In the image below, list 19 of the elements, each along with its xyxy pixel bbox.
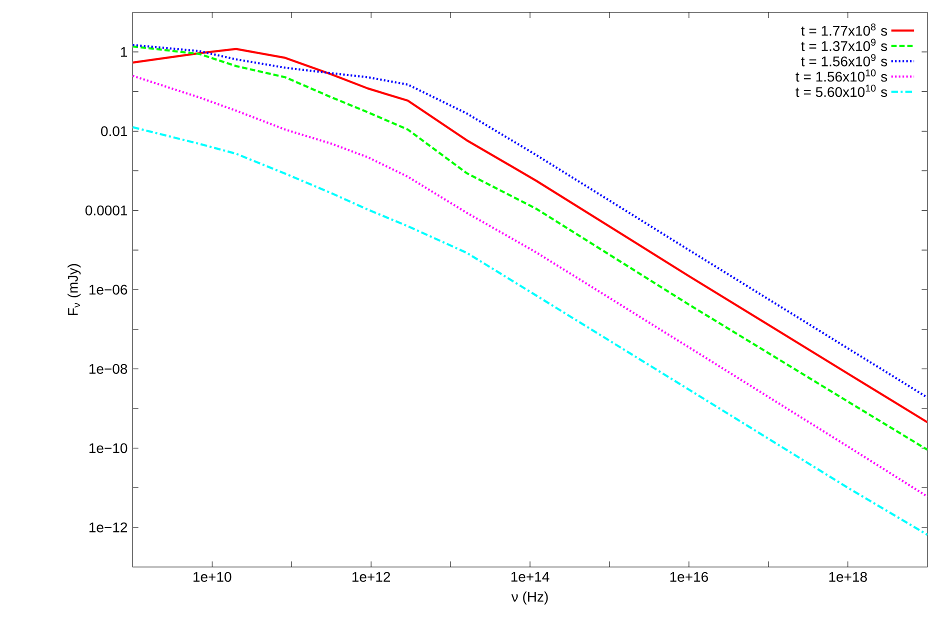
y-tick-label: 0.01	[101, 126, 128, 136]
y-tick-label: 1e−10	[89, 443, 128, 454]
y-tick-label: 1	[121, 47, 128, 57]
y-axis-title: F$_{ν}$ (mJy)	[68, 264, 81, 316]
y-tick-label: 1e−08	[89, 364, 128, 374]
legend-label: t = 1.77x10$^{8}$ s	[801, 23, 888, 36]
y-tick-label: 1e−12	[89, 522, 128, 532]
y-tick-label: 0.0001	[85, 205, 128, 216]
x-tick-label: 1e+12	[352, 572, 390, 582]
x-tick-label: 1e+14	[511, 572, 550, 582]
legend-label: t = 1.56x10$^{10}$ s	[796, 69, 888, 82]
legend-label: t = 1.37x10$^{9}$ s	[801, 38, 888, 52]
x-axis-title: ν (Hz)	[511, 591, 548, 604]
legend-label: t = 1.56x10$^{9}$ s	[801, 54, 888, 66]
y-tick-label: 1e−06	[89, 284, 128, 295]
legend-label: t = 5.60x10$^{10}$ s	[796, 84, 888, 97]
x-tick-label: 1e+10	[194, 572, 232, 582]
x-tick-label: 1e+18	[829, 572, 867, 582]
x-tick-label: 1e+16	[670, 572, 708, 582]
